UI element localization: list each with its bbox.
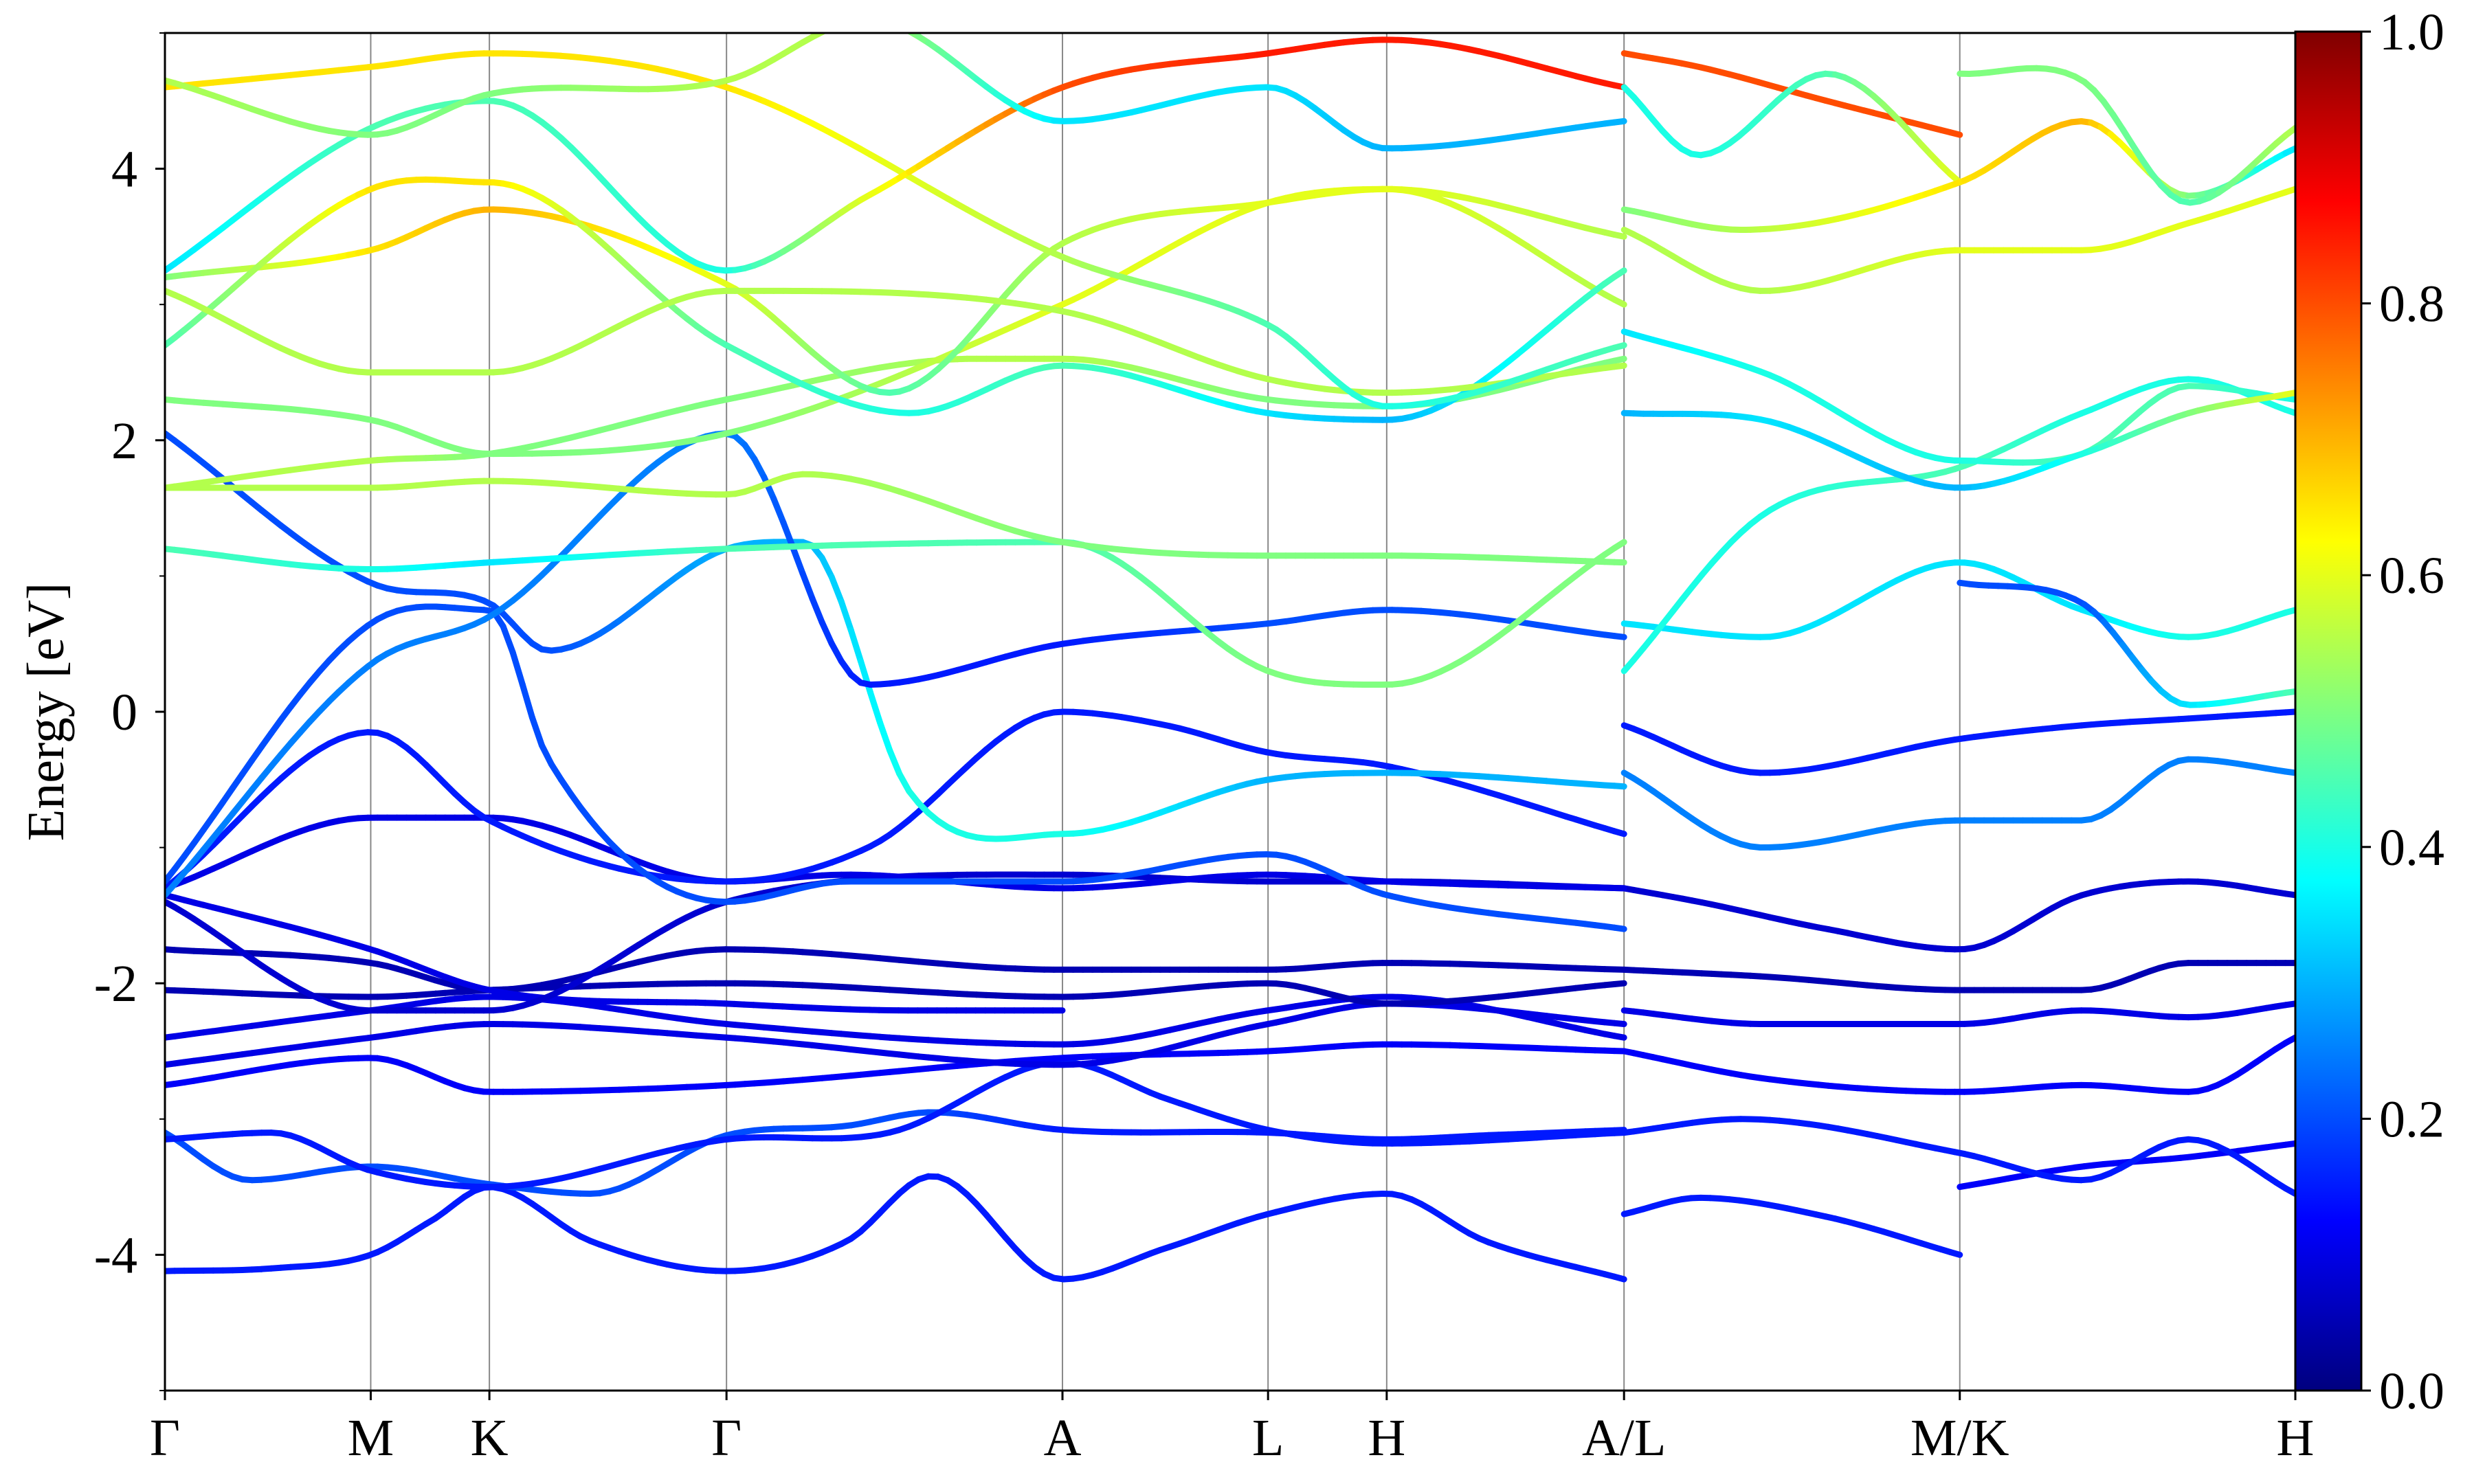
band-line (165, 980, 1627, 1007)
band-line (1957, 579, 2295, 708)
band-line (165, 471, 1627, 566)
band-line (1620, 70, 1963, 186)
x-tick-label: H (2277, 1409, 2315, 1467)
colorbar-tick-label: 0.4 (2379, 819, 2444, 877)
band-line (165, 603, 1627, 932)
x-tick-label: Γ (711, 1409, 742, 1467)
colorbar-tick-label: 0.6 (2379, 547, 2444, 605)
x-tick-label: A (1044, 1409, 1082, 1467)
y-tick-label: 4 (111, 141, 137, 199)
x-tick-label: M/K (1910, 1409, 2009, 1467)
band-line (165, 186, 1627, 396)
y-axis-ticks: 4 2 0 -2 -4 (94, 32, 165, 1391)
band-line (1620, 186, 2295, 294)
band-line (165, 287, 1627, 396)
band-line (1620, 1194, 1963, 1258)
colorbar-tick-label: 0.8 (2379, 276, 2444, 333)
band-line (165, 946, 1627, 993)
band-line (165, 50, 1627, 409)
band-line (165, 1109, 1627, 1197)
band-line (165, 430, 1627, 842)
x-tick-label: M (348, 1409, 394, 1467)
colorbar (2294, 30, 2363, 1392)
band-line (1620, 1034, 2295, 1095)
band-line (165, 1173, 1627, 1283)
band-line (1620, 50, 1963, 138)
band-line (1620, 559, 2295, 640)
colorbar-tick-label: 0.0 (2379, 1362, 2444, 1420)
band-line (165, 430, 1627, 899)
x-axis-ticks: Γ M K Γ A L H A/L M/K H (150, 1391, 2314, 1467)
band-line (165, 1041, 1627, 1095)
band-line (165, 892, 1066, 1014)
band-line (1620, 960, 2295, 993)
colorbar-tick-label: 1.0 (2379, 3, 2444, 61)
x-tick-label: K (471, 1409, 509, 1467)
x-tick-label: A/L (1582, 1409, 1666, 1467)
band-line (165, 176, 1627, 423)
band-line (1620, 756, 2295, 851)
x-tick-label: H (1368, 1409, 1405, 1467)
colorbar-tick-label: 0.2 (2379, 1090, 2444, 1148)
y-tick-label: -4 (94, 1226, 137, 1284)
band-line (1957, 65, 2295, 206)
x-tick-label: Γ (150, 1409, 180, 1467)
y-axis-label: Energy [eV] (17, 583, 75, 841)
band-line (165, 1059, 1627, 1191)
gridlines (370, 33, 1961, 1391)
band-line (165, 1000, 1627, 1068)
x-tick-label: L (1252, 1409, 1284, 1467)
y-tick-label: 0 (111, 684, 137, 741)
y-tick-label: 2 (111, 412, 137, 470)
band-line (165, 36, 1627, 274)
band-line (165, 708, 1627, 892)
band-line (1620, 1116, 2295, 1197)
band-line (1620, 708, 2295, 776)
y-tick-label: -2 (94, 955, 137, 1013)
band-line (1620, 1000, 2295, 1027)
band-line (1620, 878, 2295, 953)
band-line (165, 539, 1627, 688)
band-line (1620, 390, 2295, 491)
band-line (165, 33, 1627, 152)
colorbar-ticks: 0.0 0.2 0.4 0.6 0.8 1.0 (2361, 3, 2444, 1420)
band-lines (165, 33, 2295, 1283)
